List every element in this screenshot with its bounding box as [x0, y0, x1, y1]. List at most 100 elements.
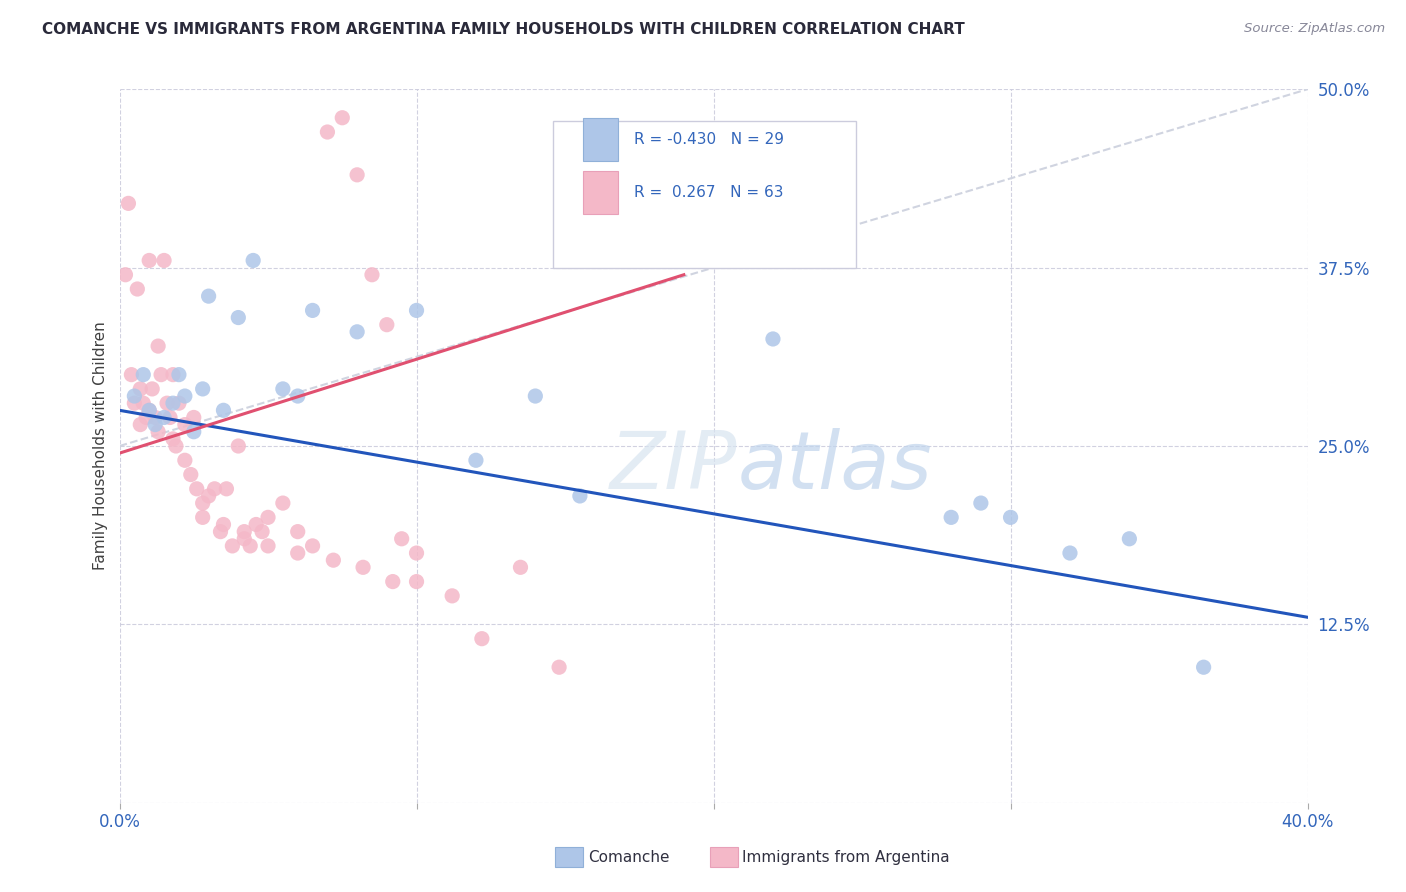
- Point: [141, 382, 163, 396]
- Point: [173, 389, 195, 403]
- Point: [138, 403, 160, 417]
- Text: R =  0.267   N = 63: R = 0.267 N = 63: [634, 186, 783, 200]
- Point: [391, 532, 413, 546]
- Point: [524, 389, 547, 403]
- Point: [471, 632, 494, 646]
- Text: COMANCHE VS IMMIGRANTS FROM ARGENTINA FAMILY HOUSEHOLDS WITH CHILDREN CORRELATIO: COMANCHE VS IMMIGRANTS FROM ARGENTINA FA…: [42, 22, 965, 37]
- Point: [375, 318, 398, 332]
- Point: [221, 539, 243, 553]
- Point: [159, 410, 181, 425]
- Point: [301, 303, 323, 318]
- Point: [509, 560, 531, 574]
- Point: [162, 432, 184, 446]
- Point: [132, 396, 155, 410]
- Y-axis label: Family Households with Children: Family Households with Children: [93, 322, 108, 570]
- Point: [153, 410, 176, 425]
- Point: [135, 410, 157, 425]
- Text: Immigrants from Argentina: Immigrants from Argentina: [742, 850, 950, 864]
- Point: [120, 368, 142, 382]
- Point: [548, 660, 571, 674]
- Point: [762, 332, 785, 346]
- Point: [162, 368, 184, 382]
- Point: [180, 467, 202, 482]
- Point: [271, 496, 294, 510]
- Text: ZIP: ZIP: [610, 428, 737, 507]
- Point: [939, 510, 962, 524]
- Point: [301, 539, 323, 553]
- FancyBboxPatch shape: [553, 121, 856, 268]
- Point: [197, 289, 219, 303]
- Point: [165, 439, 187, 453]
- Point: [228, 439, 250, 453]
- FancyBboxPatch shape: [583, 171, 619, 214]
- Text: Comanche: Comanche: [588, 850, 669, 864]
- Point: [381, 574, 404, 589]
- Point: [250, 524, 273, 539]
- Point: [117, 196, 139, 211]
- Point: [405, 546, 427, 560]
- Point: [1000, 510, 1022, 524]
- Point: [287, 546, 309, 560]
- Point: [138, 403, 160, 417]
- Text: Source: ZipAtlas.com: Source: ZipAtlas.com: [1244, 22, 1385, 36]
- Point: [186, 482, 208, 496]
- Point: [153, 253, 176, 268]
- Point: [173, 453, 195, 467]
- Point: [228, 310, 250, 325]
- Point: [146, 339, 169, 353]
- Point: [257, 510, 280, 524]
- Point: [287, 524, 309, 539]
- Point: [257, 539, 280, 553]
- Point: [162, 396, 184, 410]
- Point: [330, 111, 353, 125]
- Point: [132, 368, 155, 382]
- Point: [127, 282, 149, 296]
- Point: [239, 539, 262, 553]
- Point: [405, 574, 427, 589]
- Point: [346, 325, 368, 339]
- Point: [156, 396, 179, 410]
- Point: [204, 482, 226, 496]
- Point: [124, 389, 146, 403]
- Point: [183, 410, 205, 425]
- Text: atlas: atlas: [737, 428, 932, 507]
- Point: [322, 553, 344, 567]
- Point: [114, 268, 136, 282]
- Point: [150, 368, 173, 382]
- Point: [361, 268, 384, 282]
- FancyBboxPatch shape: [583, 118, 619, 161]
- Point: [346, 168, 368, 182]
- Point: [215, 482, 238, 496]
- Point: [568, 489, 591, 503]
- Point: [143, 417, 166, 432]
- Point: [143, 410, 166, 425]
- Point: [167, 368, 190, 382]
- Point: [233, 532, 256, 546]
- Point: [212, 403, 235, 417]
- Point: [271, 382, 294, 396]
- Point: [316, 125, 339, 139]
- Point: [287, 389, 309, 403]
- Point: [464, 453, 486, 467]
- Point: [173, 417, 195, 432]
- Point: [146, 425, 169, 439]
- Point: [167, 396, 190, 410]
- Point: [233, 524, 256, 539]
- Point: [1059, 546, 1081, 560]
- Point: [124, 396, 146, 410]
- Text: R = -0.430   N = 29: R = -0.430 N = 29: [634, 132, 785, 146]
- Point: [191, 382, 214, 396]
- Point: [1118, 532, 1140, 546]
- Point: [405, 303, 427, 318]
- Point: [197, 489, 219, 503]
- Point: [352, 560, 374, 574]
- Point: [242, 253, 264, 268]
- Point: [209, 524, 232, 539]
- Point: [191, 510, 214, 524]
- Point: [441, 589, 464, 603]
- Point: [183, 425, 205, 439]
- Point: [245, 517, 267, 532]
- Point: [129, 417, 152, 432]
- Point: [138, 253, 160, 268]
- Point: [129, 382, 152, 396]
